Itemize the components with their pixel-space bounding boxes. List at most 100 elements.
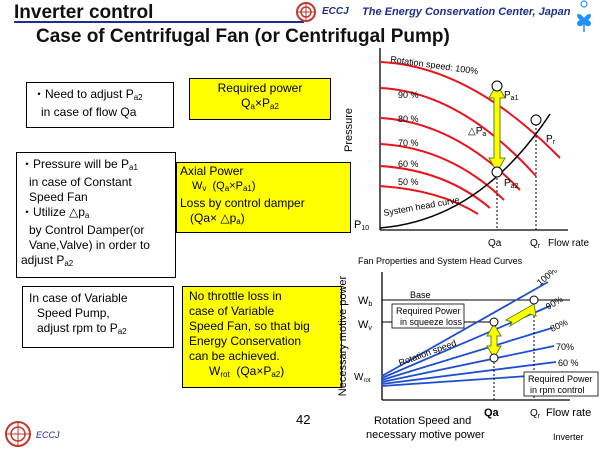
axial-formula: (Q <box>212 180 225 192</box>
wv-label: Wv <box>358 319 372 332</box>
p10-label: P10 <box>354 219 369 232</box>
top-qr-label: Qr <box>530 238 541 250</box>
top-ylabel: Pressure <box>343 108 355 152</box>
box3-line1: In case of Variable <box>29 291 128 305</box>
pct-70: 70% <box>556 342 574 352</box>
nt-line5: can be achieved. <box>189 349 280 363</box>
axial-power-box: Axial Power Wv (Qa×Pa1) Loss by control … <box>176 162 351 233</box>
footer-section: Inverter <box>553 432 584 442</box>
axial-formula-sub2: a1 <box>242 184 252 193</box>
nt-line4: Energy Conservation <box>189 334 302 348</box>
box2-line2: in case of Constant <box>29 175 132 189</box>
bottom-flow-rate: Flow rate <box>546 407 591 419</box>
rpm-arrow <box>504 303 537 328</box>
variable-speed-box: In case of Variable Speed Pump, adjust r… <box>22 286 174 348</box>
delta-pa-arrow <box>488 82 506 174</box>
curve-label-70: 70 % <box>398 138 419 148</box>
squeeze-arrow <box>486 323 502 359</box>
nt-line3: Speed Fan, so that big <box>189 319 310 333</box>
rotation-speed-bottom: Rotation speed <box>397 338 457 368</box>
axial-line3: Loss by control damper <box>180 196 305 210</box>
system-head-curve <box>379 113 551 229</box>
fan-properties-chart: Pressure Rotation speed: 100% 90 % 80 % … <box>343 48 590 266</box>
pct-60: 60 % <box>558 358 579 368</box>
top-qa-label: Qa <box>488 238 502 249</box>
nt-formula: (Qa×P <box>236 364 272 378</box>
nt-line2: case of Variable <box>189 304 275 318</box>
box3-line2: Speed Pump, <box>37 306 110 320</box>
nt-formula-sub: a2 <box>271 370 281 379</box>
axial-formula-end: ) <box>251 180 256 192</box>
base-label: Base <box>410 290 431 300</box>
curve-70 <box>379 143 505 201</box>
title-line-2: Case of Centrifugal Fan (or Centrifugal … <box>36 26 450 47</box>
title-line-1: Inverter control <box>14 2 154 23</box>
axial-formula-sub1: a <box>224 184 230 193</box>
line-100 <box>381 281 549 377</box>
no-throttle-loss-box: No throttle loss in case of Variable Spe… <box>182 286 342 388</box>
curve-90 <box>379 87 537 177</box>
top-flow-rate: Flow rate <box>548 238 590 249</box>
curve-100 <box>379 61 561 159</box>
req-mid: ×P <box>254 96 270 110</box>
axial-line4-end: ) <box>240 211 245 225</box>
pct-100: 100% <box>535 270 559 288</box>
rpm-line1: Required Power <box>528 374 593 384</box>
top-chart-caption: Fan Properties and System Head Curves <box>358 256 523 266</box>
curve-label-50: 50 % <box>398 177 419 187</box>
footer-logo-text: ECCJ <box>36 430 60 440</box>
box1-sub1: a2 <box>133 93 143 102</box>
box2-line6: Vane,Valve) in order to <box>29 238 150 252</box>
axial-w: W <box>192 180 203 192</box>
pa1-point <box>491 80 503 92</box>
box2-sub1: a1 <box>129 163 138 172</box>
rpm-line2: in rpm control <box>530 385 585 395</box>
pct-80: 80% <box>549 317 570 334</box>
curve-label-80: 80 % <box>398 114 419 124</box>
pr-label: Pr <box>546 134 556 146</box>
wrot-point <box>489 353 499 363</box>
axial-formula-mid: ×P <box>229 180 243 192</box>
box2-line3: Speed Fan <box>29 190 88 204</box>
pa1-label: Pa1 <box>504 90 519 102</box>
eccj-logo-icon <box>296 2 316 22</box>
system-head-label: System head curve <box>383 195 461 218</box>
line-70 <box>381 345 555 383</box>
box2-line5: by Control Damper(or <box>29 223 145 237</box>
axial-line4: (Qa× △p <box>190 211 237 225</box>
curve-60 <box>379 165 491 209</box>
wb-point <box>529 295 539 305</box>
required-power-title: Required power <box>217 81 303 95</box>
req-p-sub: a2 <box>269 102 279 111</box>
curve-label-60: 60 % <box>398 159 419 169</box>
bottom-ylabel: Necessary motive power <box>337 275 349 396</box>
box1-line1: ・Need to adjust P <box>33 87 134 101</box>
eccj-footer-logo-icon <box>5 421 31 447</box>
delta-pa-label: △Pa <box>468 126 486 138</box>
curve-50 <box>379 185 479 215</box>
nt-w: W <box>209 364 221 378</box>
constant-speed-box: ・Pressure will be Pa1 in case of Constan… <box>16 152 176 278</box>
pct-90: 90% <box>544 294 565 312</box>
clover-icon <box>577 0 591 32</box>
bottom-qa-label: Qa <box>484 407 500 419</box>
nt-w-sub: rot <box>220 370 230 379</box>
pa2-label: Pa2 <box>504 178 519 190</box>
axial-line4-sub: a <box>236 217 241 226</box>
box3-sub3: a2 <box>117 327 127 336</box>
axial-line1: Axial Power <box>180 164 244 178</box>
bottom-caption-2: necessary motive power <box>366 429 485 441</box>
box2-line1: ・Pressure will be P <box>21 157 130 171</box>
wb-label: Wb <box>358 295 372 308</box>
wv-point <box>489 317 499 327</box>
box2-line4: ・Utilize △p <box>21 205 85 219</box>
motive-power-chart: Necessary motive power Wb Wv Wrot Base R… <box>337 270 599 441</box>
line-60 <box>381 361 557 385</box>
nt-formula-end: ) <box>280 364 285 378</box>
pr-point <box>530 114 542 126</box>
required-power-box: Required power Qa×Pa2 <box>189 78 331 120</box>
curve-80 <box>379 117 521 191</box>
adjust-pressure-box: ・Need to adjust Pa2 in case of flow Qa <box>26 82 174 128</box>
squeeze-box <box>391 303 465 329</box>
box2-line7: adjust P <box>21 253 65 267</box>
